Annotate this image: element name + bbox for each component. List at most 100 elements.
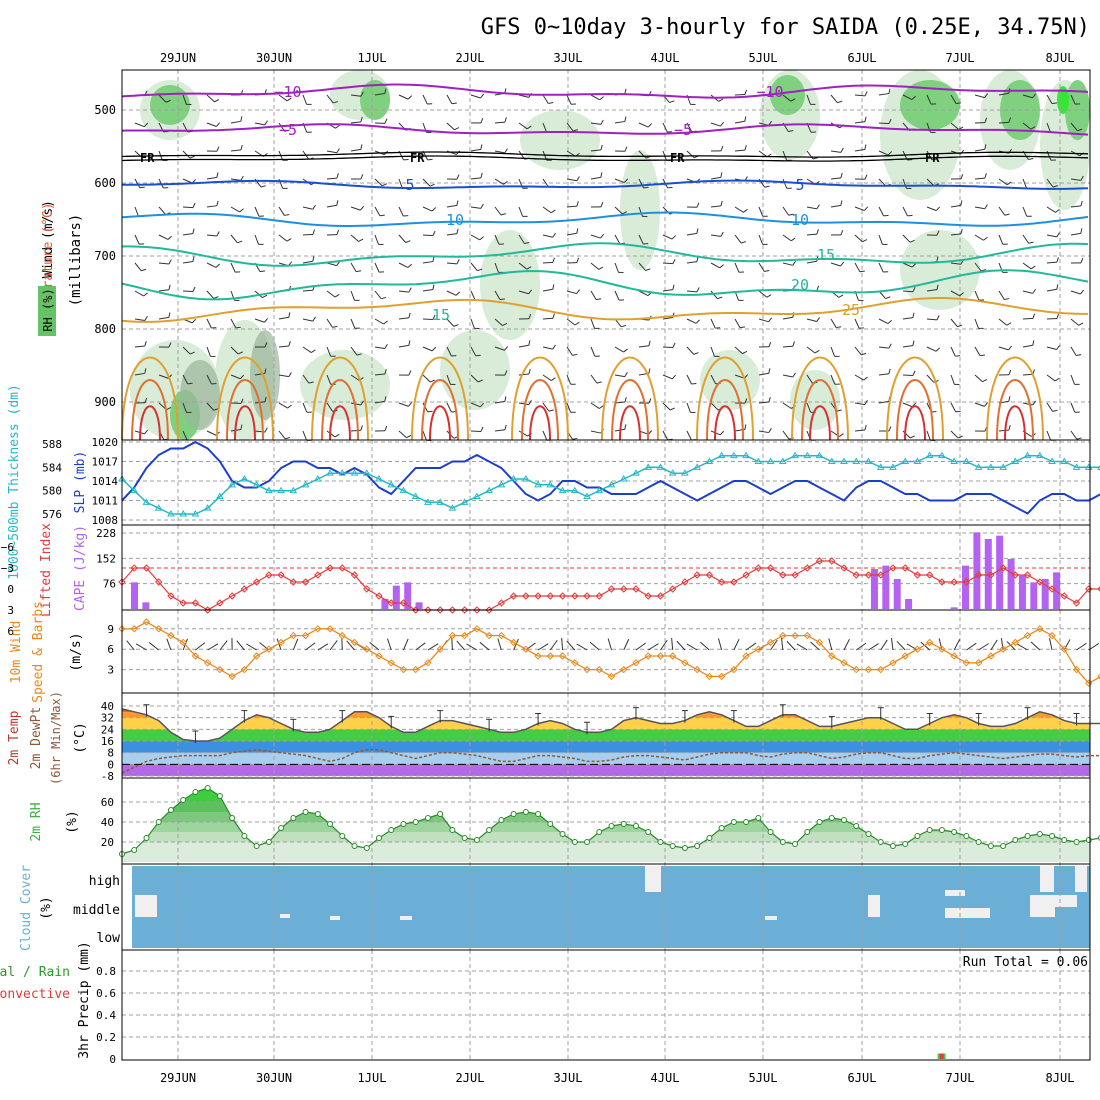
li-point bbox=[179, 599, 187, 607]
wind10-point bbox=[167, 631, 175, 640]
wind-barb-flag bbox=[861, 352, 867, 356]
wind-barb-flag bbox=[1006, 181, 1012, 186]
wind-barb bbox=[134, 290, 144, 297]
wind-barb bbox=[614, 262, 619, 273]
wind-barb bbox=[902, 234, 911, 243]
wind-barb bbox=[710, 374, 717, 385]
wind10-barb bbox=[451, 637, 453, 651]
wind-barb bbox=[182, 94, 187, 105]
wind-barb bbox=[902, 262, 913, 268]
rh-point bbox=[400, 821, 407, 827]
thickness-point bbox=[583, 492, 591, 499]
rh-band bbox=[440, 330, 510, 410]
wind10-point bbox=[717, 672, 726, 681]
wind-barb bbox=[374, 178, 383, 187]
wind-barb-flag bbox=[744, 145, 747, 151]
cloud-fill bbox=[132, 866, 1090, 948]
rh-point bbox=[278, 825, 285, 831]
wind-barb-flag bbox=[622, 211, 628, 215]
wind-barb bbox=[710, 205, 721, 208]
contour-30 bbox=[321, 379, 359, 441]
wind-barb-flag bbox=[384, 396, 387, 402]
li-point bbox=[632, 585, 640, 593]
wind-barb bbox=[518, 290, 529, 295]
wind-barb bbox=[1046, 430, 1052, 441]
rh-band-high bbox=[900, 80, 960, 130]
wind10-point bbox=[730, 665, 738, 674]
wind-barb-flag bbox=[859, 270, 865, 273]
wind-barb-flag bbox=[720, 231, 724, 237]
wind-barb-flag bbox=[1008, 424, 1011, 431]
wind-barb bbox=[350, 94, 361, 97]
date-label-top: 6JUL bbox=[848, 51, 877, 65]
wind-barb-flag bbox=[984, 144, 987, 150]
wind-barb bbox=[734, 206, 744, 213]
thickness-point bbox=[913, 457, 922, 464]
wind-barb-flag bbox=[360, 425, 363, 431]
rh-point bbox=[706, 835, 713, 841]
rh-point bbox=[596, 829, 603, 835]
li-point bbox=[387, 599, 395, 607]
wind10-barb bbox=[1063, 639, 1071, 651]
wind-barb-flag bbox=[720, 146, 724, 152]
wind-barb-flag bbox=[432, 230, 436, 236]
wind-barb bbox=[158, 289, 169, 292]
wind-barb-flag bbox=[358, 238, 364, 242]
wind-barb-flag bbox=[504, 117, 507, 123]
wind-barb-flag bbox=[504, 346, 509, 351]
wind-barb bbox=[854, 318, 860, 329]
wind-barb-flag bbox=[572, 129, 578, 132]
wind10-point bbox=[191, 652, 200, 660]
wind-barb bbox=[830, 346, 836, 357]
wind10-point bbox=[779, 631, 787, 640]
wind-barb-flag bbox=[332, 325, 338, 328]
li-point bbox=[595, 592, 603, 600]
thickness-point bbox=[448, 504, 457, 511]
wind-barb-flag bbox=[764, 270, 770, 272]
wind-barb bbox=[830, 374, 836, 385]
wind-barb-flag bbox=[216, 172, 219, 178]
wind-barb-flag bbox=[141, 268, 147, 272]
wind10-point bbox=[901, 652, 909, 660]
wind-barb bbox=[926, 94, 932, 105]
wind-barb-flag bbox=[480, 118, 484, 124]
rh-point bbox=[192, 789, 199, 795]
wind-barb-flag bbox=[479, 402, 485, 408]
wind-barb-flag bbox=[356, 270, 362, 273]
wind-barb bbox=[566, 205, 578, 208]
rh-point bbox=[792, 841, 799, 847]
wind-barb-flag bbox=[840, 147, 844, 153]
thickness-point bbox=[338, 469, 347, 476]
wind-barb bbox=[734, 346, 743, 355]
wind-barb-flag bbox=[216, 146, 220, 152]
thickness-point bbox=[387, 480, 396, 488]
isotherm-label: 25 bbox=[842, 301, 860, 319]
wind-barb-flag bbox=[912, 370, 916, 376]
cape-bar bbox=[893, 579, 901, 609]
wind-barb-flag bbox=[264, 427, 268, 433]
wind-barb bbox=[494, 346, 505, 351]
wind10-barb bbox=[276, 638, 282, 651]
li-point bbox=[240, 585, 249, 593]
wind-barb bbox=[542, 234, 553, 238]
thickness-point bbox=[313, 475, 322, 482]
rh-point bbox=[1036, 831, 1043, 837]
temp-tick: 40 bbox=[101, 700, 114, 713]
thickness-point bbox=[607, 480, 616, 488]
wind10-point bbox=[938, 645, 946, 653]
thickness-point bbox=[778, 457, 787, 464]
isotherm-label: 15 bbox=[432, 306, 450, 324]
thickness-point bbox=[154, 504, 163, 511]
isotherm-line bbox=[121, 297, 1088, 323]
cloud-gap-small bbox=[765, 916, 777, 920]
rh-legend-swatch bbox=[38, 286, 56, 336]
wind-barb bbox=[1070, 402, 1076, 413]
wind-barb-flag bbox=[144, 429, 149, 435]
wind-barb-flag bbox=[312, 204, 316, 210]
contour-30 bbox=[611, 379, 649, 441]
wind-barb bbox=[854, 374, 864, 381]
label-cloud-cover: Cloud Cover bbox=[19, 865, 34, 951]
wind-barb-flag bbox=[214, 99, 220, 103]
pressure-tick: 600 bbox=[94, 176, 116, 190]
